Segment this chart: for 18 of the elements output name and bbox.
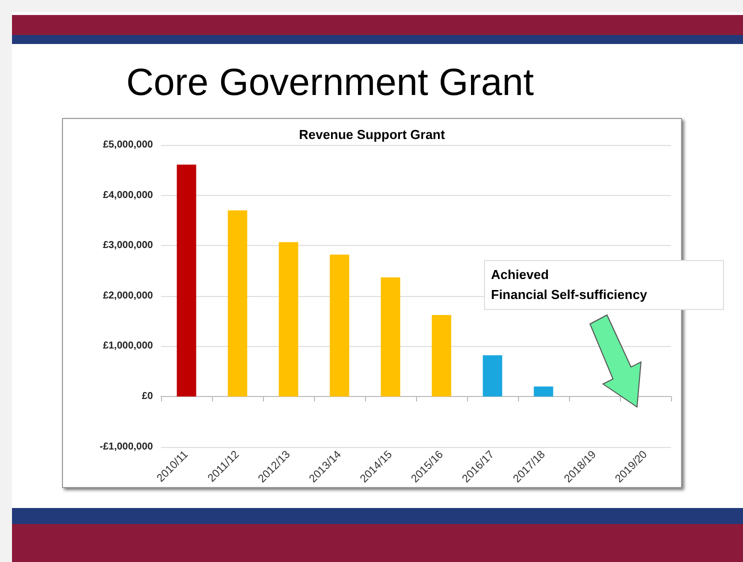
callout-box: Achieved Financial Self-sufficiency	[484, 260, 724, 310]
chart-subtitle: Revenue Support Grant	[299, 127, 446, 142]
bar	[534, 386, 554, 397]
bar	[380, 277, 400, 397]
bar	[432, 315, 452, 397]
y-tick-label: -£1,000,000	[100, 441, 154, 452]
bar	[176, 164, 196, 397]
y-tick-label: £4,000,000	[102, 190, 154, 201]
y-tick-label: £2,000,000	[102, 290, 154, 302]
y-tick-label: £3,000,000	[102, 240, 154, 252]
y-tick-label: £1,000,000	[102, 340, 154, 352]
bar	[228, 210, 248, 397]
bar	[278, 242, 298, 397]
chart-title: Core Government Grant	[125, 62, 535, 105]
y-tick-label: £0	[142, 391, 154, 402]
bar	[330, 254, 350, 397]
bar	[482, 355, 502, 397]
y-tick-label: £5,000,000	[102, 140, 154, 150]
